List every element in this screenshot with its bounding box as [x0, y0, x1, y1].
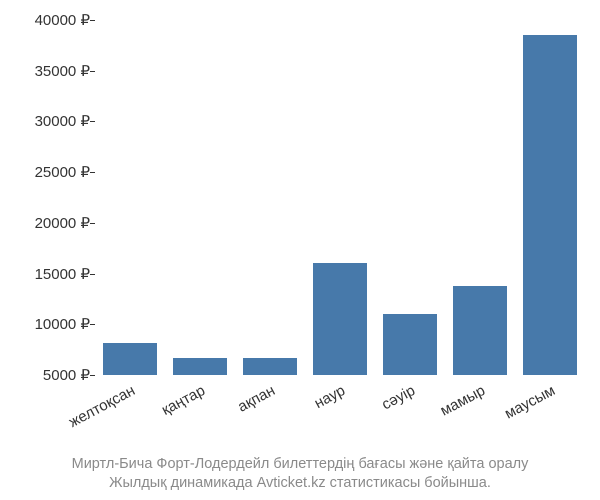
y-tick-label: 5000 ₽: [43, 366, 90, 384]
bar: [383, 314, 438, 375]
y-tick-label: 10000 ₽: [35, 315, 90, 333]
bar: [523, 35, 578, 375]
bar: [243, 358, 298, 375]
plot-area: [95, 20, 585, 375]
y-tick-label: 25000 ₽: [35, 163, 90, 181]
y-tick-mark: [90, 375, 95, 376]
y-tick-label: 35000 ₽: [35, 62, 90, 80]
y-tick-label: 40000 ₽: [35, 11, 90, 29]
y-tick-label: 15000 ₽: [35, 265, 90, 283]
x-axis-labels: желтоқсанқаңтарақпаннаурсәуірмамырмаусым: [95, 382, 585, 452]
bar: [103, 343, 158, 375]
y-tick-label: 30000 ₽: [35, 112, 90, 130]
chart-container: 5000 ₽ 10000 ₽ 15000 ₽ 20000 ₽ 25000 ₽ 30000 …: [0, 0, 600, 500]
bar: [313, 263, 368, 375]
bar: [173, 358, 228, 375]
caption-line-1: Миртл-Бича Форт-Лодердейл билеттердің ба…: [72, 456, 529, 472]
y-tick-label: 20000 ₽: [35, 214, 90, 232]
caption-line-2: Жылдық динамикада Avticket.kz статистика…: [109, 475, 491, 491]
bar: [453, 286, 508, 375]
chart-caption: Миртл-Бича Форт-Лодердейл билеттердің ба…: [0, 455, 600, 494]
